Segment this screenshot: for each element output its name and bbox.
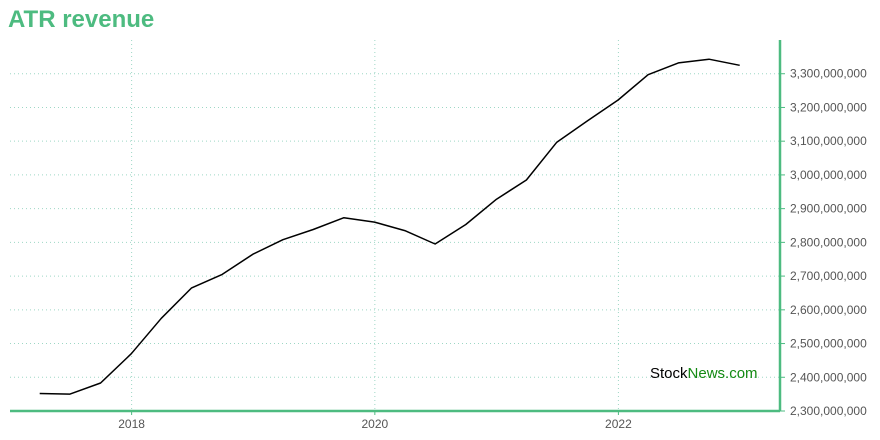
y-tick-label: 2,900,000,000 [790,202,867,216]
series [39,58,740,395]
y-tick-label: 3,100,000,000 [790,134,867,148]
watermark: StockNews.com [650,365,758,382]
y-tick-label: 3,300,000,000 [790,67,867,81]
y-tick-label: 2,300,000,000 [790,404,867,418]
chart-title: ATR revenue [8,6,155,33]
axes [10,40,785,415]
revenue-series-line [39,58,740,395]
y-tick-label: 2,500,000,000 [790,337,867,351]
y-tick-label: 2,600,000,000 [790,303,867,317]
y-tick-label: 2,800,000,000 [790,235,867,249]
watermark-news: News.com [687,365,758,382]
x-tick-label: 2020 [361,417,388,431]
watermark-stock: Stock [650,365,688,382]
grid-lines [10,40,780,411]
tick-labels: 2,300,000,000 2,400,000,000 2,500,000,000 2… [118,67,867,431]
x-tick-label: 2018 [118,417,145,431]
x-tick-label: 2022 [605,417,632,431]
y-tick-label: 3,000,000,000 [790,168,867,182]
y-tick-label: 2,700,000,000 [790,269,867,283]
y-tick-label: 3,200,000,000 [790,100,867,114]
y-tick-label: 2,400,000,000 [790,370,867,384]
